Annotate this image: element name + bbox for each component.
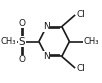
Text: N: N (43, 52, 50, 61)
Text: S: S (18, 37, 25, 46)
Text: O: O (18, 19, 25, 28)
Text: N: N (43, 22, 50, 31)
Text: CH₃: CH₃ (84, 37, 99, 46)
Text: O: O (18, 55, 25, 64)
Text: Cl: Cl (76, 10, 85, 19)
Text: CH₃: CH₃ (1, 37, 16, 46)
Text: Cl: Cl (76, 64, 85, 73)
